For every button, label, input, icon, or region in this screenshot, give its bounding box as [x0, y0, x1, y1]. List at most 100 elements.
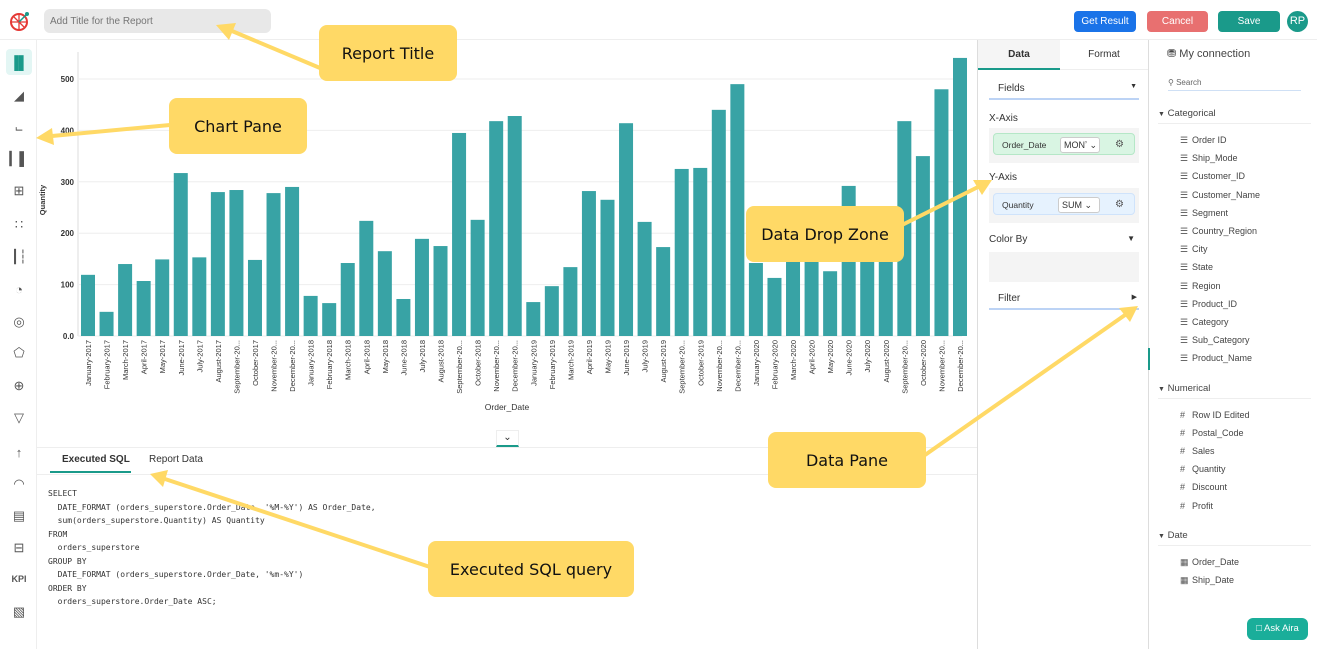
tab-executed-sql[interactable]: Executed SQL — [62, 454, 130, 465]
bar[interactable] — [526, 302, 541, 336]
field-item[interactable]: ▦ Ship_Date — [1180, 575, 1234, 586]
bar[interactable] — [359, 220, 374, 336]
field-item[interactable]: # Sales — [1180, 446, 1215, 456]
resize-handle[interactable] — [1148, 348, 1150, 370]
geo-map-icon[interactable]: ▧ — [12, 604, 26, 619]
group-date[interactable]: ▼ Date — [1158, 530, 1311, 546]
connection-header[interactable]: ⛃ My connection — [1167, 47, 1250, 60]
field-item[interactable]: ☰ State — [1180, 262, 1213, 273]
gear-icon[interactable]: ⚙ — [1115, 139, 1124, 150]
bar[interactable] — [823, 271, 838, 336]
field-item[interactable]: ☰ Ship_Mode — [1180, 153, 1238, 164]
field-item[interactable]: ☰ Segment — [1180, 208, 1228, 219]
bar[interactable] — [433, 246, 448, 336]
bar[interactable] — [155, 259, 170, 336]
bar[interactable] — [915, 156, 930, 336]
bar[interactable] — [322, 303, 337, 336]
radar-chart-icon[interactable]: ⬠ — [13, 345, 25, 360]
field-item[interactable]: ☰ Sub_Category — [1180, 335, 1250, 346]
color-by-drop-zone[interactable] — [989, 252, 1139, 282]
funnel-chart-icon[interactable]: ▽ — [14, 410, 24, 425]
x-aggregation-select[interactable]: MONʼ ⌄ — [1060, 137, 1100, 153]
bar-chart-icon[interactable]: ▐▌ — [6, 49, 32, 75]
bar[interactable] — [711, 109, 726, 336]
bar[interactable] — [452, 132, 467, 336]
scatter-chart-icon[interactable]: ∷ — [14, 217, 24, 232]
line-chart-icon[interactable]: ⨽ — [15, 119, 23, 134]
bar[interactable] — [266, 193, 281, 336]
grid-chart-icon[interactable]: ⊞ — [13, 183, 25, 198]
field-item[interactable]: ☰ Region — [1180, 281, 1221, 292]
field-item[interactable]: ☰ Category — [1180, 317, 1229, 328]
field-item[interactable]: ☰ City — [1180, 244, 1208, 255]
bar[interactable] — [730, 84, 745, 336]
bar[interactable] — [860, 243, 875, 336]
bar[interactable] — [934, 89, 949, 336]
bar[interactable] — [192, 257, 207, 336]
bar[interactable] — [600, 199, 615, 336]
collapse-chart-button[interactable]: ⌄ — [496, 430, 519, 447]
tab-data[interactable]: Data — [978, 40, 1060, 70]
field-item[interactable]: ☰ Product_Name — [1180, 353, 1252, 364]
x-axis-field-pill[interactable]: Order_Date MONʼ ⌄ ⚙ — [993, 133, 1135, 155]
bar[interactable] — [489, 121, 504, 336]
bar[interactable] — [118, 264, 133, 336]
field-item[interactable]: # Quantity — [1180, 464, 1226, 474]
combo-chart-icon[interactable]: ▎▌ — [9, 151, 29, 166]
field-item[interactable]: ☰ Customer_ID — [1180, 171, 1245, 182]
bar[interactable] — [767, 277, 782, 336]
waterfall-chart-icon[interactable]: ┃┆ — [11, 249, 27, 264]
bar[interactable] — [693, 167, 708, 336]
field-item[interactable]: ☰ Country_Region — [1180, 226, 1257, 237]
bar[interactable] — [81, 274, 95, 336]
group-numerical[interactable]: ▼ Numerical — [1158, 383, 1311, 399]
user-avatar[interactable]: RP — [1287, 11, 1308, 32]
bar[interactable] — [377, 251, 392, 336]
gauge-chart-icon[interactable]: ◠ — [13, 476, 25, 491]
bar[interactable] — [210, 192, 225, 336]
field-item[interactable]: ☰ Customer_Name — [1180, 190, 1260, 201]
color-by-dropdown[interactable]: Color By ▼ — [989, 234, 1139, 245]
bar[interactable] — [507, 116, 522, 337]
field-item[interactable]: ▦ Order_Date — [1180, 557, 1239, 568]
gear-icon[interactable]: ⚙ — [1115, 199, 1124, 210]
bar[interactable] — [396, 298, 411, 336]
y-axis-drop-zone[interactable]: Quantity SUM ⌄ ⚙ — [989, 188, 1139, 223]
pie-chart-icon[interactable]: ◔ — [15, 281, 23, 297]
save-button[interactable]: Save — [1218, 11, 1280, 32]
bar[interactable] — [897, 121, 912, 336]
bar[interactable] — [173, 173, 188, 336]
map-globe-icon[interactable]: ⊕ — [13, 378, 25, 393]
bar[interactable] — [247, 259, 262, 336]
bar[interactable] — [470, 219, 485, 336]
bar[interactable] — [285, 186, 300, 336]
bar[interactable] — [581, 191, 596, 336]
bar[interactable] — [619, 123, 634, 336]
table-icon[interactable]: ⊟ — [13, 540, 25, 555]
y-aggregation-select[interactable]: SUM ⌄ — [1058, 197, 1100, 213]
donut-chart-icon[interactable]: ◎ — [13, 314, 25, 329]
area-chart-icon[interactable]: ◢ — [14, 88, 24, 103]
cancel-button[interactable]: Cancel — [1147, 11, 1208, 32]
search-input[interactable]: ⚲ Search — [1168, 78, 1301, 91]
bar[interactable] — [786, 258, 801, 336]
bar[interactable] — [637, 221, 652, 336]
group-categorical[interactable]: ▼ Categorical — [1158, 108, 1311, 124]
bar[interactable] — [99, 311, 114, 336]
field-item[interactable]: # Row ID Edited — [1180, 410, 1250, 420]
pivot-table-icon[interactable]: ▤ — [12, 508, 26, 523]
ask-aira-button[interactable]: □ Ask Aira — [1247, 618, 1308, 640]
bar[interactable] — [229, 190, 244, 336]
bar[interactable] — [674, 168, 689, 336]
get-result-button[interactable]: Get Result — [1074, 11, 1136, 32]
bar[interactable] — [414, 238, 429, 336]
bar[interactable] — [748, 263, 763, 336]
field-item[interactable]: # Postal_Code — [1180, 428, 1244, 438]
filter-dropdown[interactable]: Filter ▶ — [989, 293, 1139, 310]
field-item[interactable]: # Discount — [1180, 482, 1227, 492]
bar[interactable] — [544, 286, 559, 336]
bar[interactable] — [656, 247, 671, 336]
field-item[interactable]: ☰ Order ID — [1180, 135, 1227, 146]
field-item[interactable]: # Profit — [1180, 501, 1213, 511]
sankey-chart-icon[interactable]: ↑ — [15, 444, 23, 460]
